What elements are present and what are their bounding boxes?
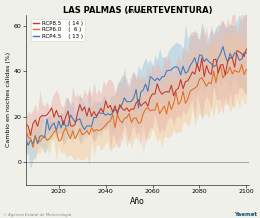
X-axis label: Año: Año <box>130 197 145 206</box>
Text: Yaemet: Yaemet <box>235 212 257 217</box>
Y-axis label: Cambio en noches cálidas (%): Cambio en noches cálidas (%) <box>5 52 11 147</box>
Text: ANUAL: ANUAL <box>127 9 148 14</box>
Title: LAS PALMAS (FUERTEVENTURA): LAS PALMAS (FUERTEVENTURA) <box>63 5 212 15</box>
Legend: RCP8.5    ( 14 ), RCP6.0    (  6 ), RCP4.5    ( 13 ): RCP8.5 ( 14 ), RCP6.0 ( 6 ), RCP4.5 ( 13… <box>31 19 85 41</box>
Text: © Agencia Estatal de Meteorología: © Agencia Estatal de Meteorología <box>3 213 71 217</box>
